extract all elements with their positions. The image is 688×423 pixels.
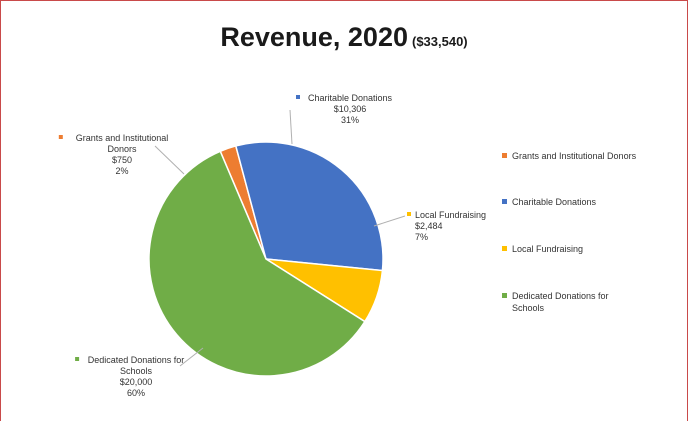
leader-line-local-fundraising: [373, 215, 406, 227]
data-label-category-cont: Donors: [107, 144, 137, 154]
data-label-category-cont: Schools: [120, 366, 153, 376]
legend-marker: [502, 199, 507, 204]
legend-entry-local-fundraising: Local Fundraising: [502, 244, 583, 254]
chart-title: Revenue, 2020: [220, 22, 408, 52]
chart-subtitle: ($33,540): [411, 34, 468, 49]
data-label-category: Local Fundraising: [415, 210, 486, 220]
data-label-value: $20,000: [120, 377, 153, 387]
data-label-marker: [407, 212, 411, 216]
data-label-marker: [75, 357, 80, 361]
legend-label: Local Fundraising: [512, 244, 583, 254]
leader-line-grants-and-institutional-donors: [154, 145, 185, 175]
frame-bottom-mask: [0, 421, 688, 423]
data-label-percent: 7%: [415, 232, 428, 242]
data-label-percent: 2%: [115, 166, 128, 176]
data-label-percent: 31%: [341, 115, 359, 125]
legend-entry-grants-and-institutional-donors: Grants and Institutional Donors: [502, 151, 637, 161]
data-label-marker: [58, 135, 63, 139]
legend-marker: [502, 153, 507, 158]
pie-slice-charitable-donations: [234, 141, 384, 272]
legend-entry-dedicated-donations-for-schools: Dedicated Donations for Schools: [502, 291, 609, 313]
data-label-percent: 60%: [127, 388, 145, 398]
data-label-category: Charitable Donations: [308, 93, 393, 103]
chart-legend: Grants and Institutional Donors Charitabl…: [502, 151, 637, 313]
data-label-value: $750: [112, 155, 132, 165]
legend-marker: [502, 246, 507, 251]
legend-marker: [502, 293, 507, 298]
data-label-value: $2,484: [415, 221, 443, 231]
pie-slice-dedicated-donations-for-schools: [148, 150, 366, 377]
leader-line-dedicated-donations-for-schools: [179, 347, 204, 367]
pie-slices: [148, 141, 384, 377]
data-label-category: Dedicated Donations for: [88, 355, 185, 365]
data-label-category: Grants and Institutional: [76, 133, 169, 143]
legend-label: Charitable Donations: [512, 197, 597, 207]
leader-line-charitable-donations: [289, 109, 293, 145]
chart-title-block: Revenue, 2020 ($33,540): [0, 22, 688, 53]
legend-entry-charitable-donations: Charitable Donations: [502, 197, 597, 207]
legend-label: Grants and Institutional Donors: [512, 151, 637, 161]
data-label-value: $10,306: [334, 104, 367, 114]
leader-lines: [154, 109, 406, 367]
legend-label: Dedicated Donations for: [512, 291, 609, 301]
legend-label: Schools: [512, 303, 545, 313]
data-label-marker: [296, 95, 300, 99]
